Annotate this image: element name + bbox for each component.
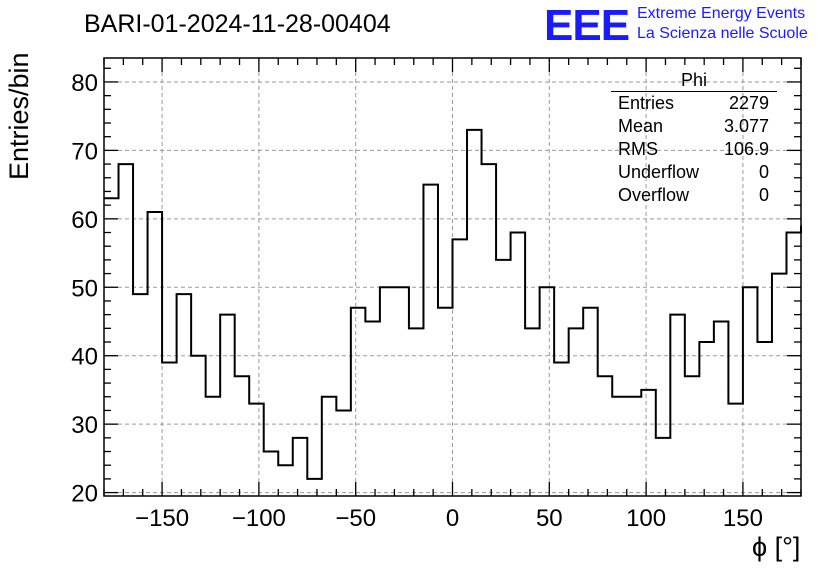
plot-frame (103, 57, 802, 497)
logo-tagline-1: Extreme Energy Events (637, 5, 806, 22)
logo-tagline-2: La Scienza nelle Scuole (637, 25, 808, 42)
y-tick-label: 50 (71, 275, 98, 302)
y-tick-label: 70 (71, 138, 98, 165)
stats-title: Phi (611, 70, 777, 92)
x-tick-label: 50 (536, 505, 563, 532)
stats-box: Phi Entries 2279 Mean 3.077 RMS 106.9 Un… (611, 70, 777, 207)
tick-labels: −150 −100 −50 0 50 100 150 20 30 40 50 60 70 80 (71, 70, 763, 532)
x-tick-label: −100 (232, 505, 286, 532)
axis-ticks (103, 58, 802, 496)
y-tick-label: 80 (71, 70, 98, 97)
run-title: BARI-01-2024-11-28-00404 (84, 10, 391, 38)
x-tick-label: 100 (626, 505, 666, 532)
stats-key: Mean (618, 116, 664, 136)
stats-row-underflow: Underflow 0 (611, 161, 777, 184)
stats-key: Overflow (618, 185, 690, 205)
stats-key: Underflow (618, 162, 700, 182)
stats-row-overflow: Overflow 0 (611, 184, 777, 207)
grid-lines (104, 58, 801, 496)
x-tick-label: 150 (723, 505, 763, 532)
histogram-series-line (104, 128, 802, 480)
x-tick-label: 0 (446, 505, 459, 532)
stats-row-mean: Mean 3.077 (611, 115, 777, 138)
stats-key: RMS (618, 139, 658, 159)
eee-logo: EEE (544, 1, 630, 50)
x-tick-label: −50 (335, 505, 376, 532)
stats-key: Entries (618, 93, 675, 113)
y-axis-label: Entries/bin (4, 52, 34, 180)
stats-row-rms: RMS 106.9 (611, 138, 777, 161)
stats-row-entries: Entries 2279 (611, 92, 777, 115)
y-tick-label: 40 (71, 344, 98, 371)
x-axis-label: ϕ [°] (752, 532, 801, 562)
x-tick-label: −150 (135, 505, 189, 532)
stats-value: 2279 (728, 93, 769, 113)
y-tick-label: 20 (71, 481, 98, 508)
y-tick-label: 60 (71, 207, 98, 234)
stats-value: 0 (758, 162, 769, 182)
stats-value: 106.9 (723, 139, 769, 159)
stats-value: 0 (758, 185, 769, 205)
stats-value: 3.077 (723, 116, 769, 136)
y-tick-label: 30 (71, 412, 98, 439)
